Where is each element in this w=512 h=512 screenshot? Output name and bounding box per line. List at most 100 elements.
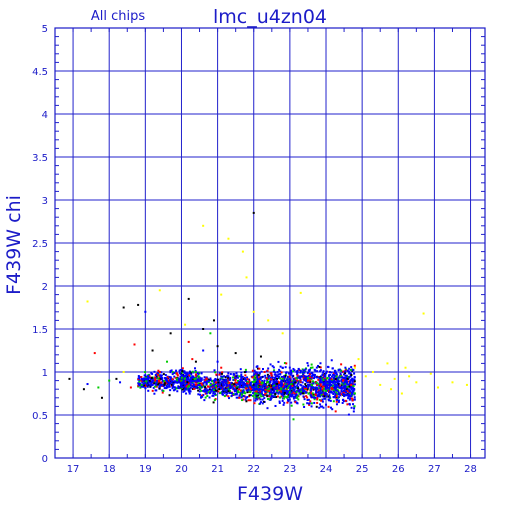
data-point xyxy=(246,389,249,392)
data-point xyxy=(316,388,319,391)
data-point xyxy=(303,371,306,374)
data-point xyxy=(272,382,275,385)
data-point xyxy=(283,385,286,388)
data-point xyxy=(270,395,273,398)
data-point xyxy=(180,385,183,388)
y-tick-label: 1.5 xyxy=(32,325,48,336)
data-point xyxy=(272,384,275,387)
data-point xyxy=(165,387,168,390)
data-point xyxy=(226,388,229,391)
data-point xyxy=(202,393,205,396)
data-point xyxy=(239,368,242,371)
data-point xyxy=(257,379,260,382)
data-point xyxy=(237,379,240,382)
data-point xyxy=(166,379,169,382)
data-point xyxy=(263,389,266,392)
data-point xyxy=(304,383,307,386)
data-point xyxy=(196,375,199,378)
data-point xyxy=(325,403,328,406)
data-point xyxy=(336,386,339,389)
data-point xyxy=(154,376,157,379)
data-point xyxy=(291,384,294,387)
data-point xyxy=(290,390,293,393)
data-point xyxy=(319,377,322,380)
data-point xyxy=(185,385,188,388)
data-point xyxy=(315,388,318,391)
data-point xyxy=(142,382,145,385)
data-point xyxy=(294,377,297,380)
data-point xyxy=(344,372,347,375)
data-point xyxy=(327,405,330,408)
data-point xyxy=(173,381,176,384)
data-point xyxy=(351,368,354,371)
data-point xyxy=(198,382,201,385)
data-point xyxy=(280,379,283,382)
data-point xyxy=(299,291,302,294)
data-point xyxy=(265,384,268,387)
data-point xyxy=(221,391,224,394)
data-point xyxy=(264,386,267,389)
data-point xyxy=(181,369,184,372)
data-point xyxy=(276,370,279,373)
data-point xyxy=(227,379,230,382)
data-point xyxy=(256,378,259,381)
data-point xyxy=(224,389,227,392)
data-point xyxy=(269,397,272,400)
y-tick-label: 0.5 xyxy=(32,411,48,422)
data-point xyxy=(171,373,174,376)
data-point xyxy=(197,373,200,376)
data-point xyxy=(302,385,305,388)
data-point xyxy=(272,378,275,381)
data-point xyxy=(290,382,293,385)
data-point xyxy=(217,382,220,385)
data-point xyxy=(140,377,143,380)
data-point xyxy=(158,375,161,378)
data-point xyxy=(311,380,314,383)
data-point xyxy=(337,393,340,396)
data-point xyxy=(217,378,220,381)
data-point xyxy=(225,378,228,381)
data-point xyxy=(261,402,264,405)
data-point xyxy=(93,352,96,355)
data-point xyxy=(319,362,322,365)
data-point xyxy=(344,378,347,381)
data-point xyxy=(228,381,231,384)
data-point xyxy=(280,390,283,393)
data-point xyxy=(247,381,250,384)
data-point xyxy=(343,386,346,389)
data-point xyxy=(211,384,214,387)
data-point xyxy=(320,393,323,396)
data-point xyxy=(277,373,280,376)
data-point xyxy=(346,389,349,392)
data-point xyxy=(334,389,337,392)
data-point xyxy=(193,387,196,390)
data-point xyxy=(145,380,148,383)
data-point xyxy=(227,237,230,240)
data-point xyxy=(282,376,285,379)
data-point xyxy=(270,378,273,381)
data-point xyxy=(327,366,330,369)
data-point xyxy=(293,385,296,388)
data-point xyxy=(186,372,189,375)
data-point xyxy=(150,377,153,380)
data-point xyxy=(302,403,305,406)
data-point xyxy=(202,224,205,227)
data-point xyxy=(191,380,194,383)
data-point xyxy=(238,375,241,378)
data-point xyxy=(214,393,217,396)
data-point xyxy=(241,381,244,384)
data-point xyxy=(227,390,230,393)
data-point xyxy=(282,387,285,390)
data-point xyxy=(344,374,347,377)
data-point xyxy=(204,379,207,382)
data-point xyxy=(287,381,290,384)
data-point xyxy=(212,394,215,397)
data-point xyxy=(337,369,340,372)
data-point xyxy=(281,366,284,369)
data-point xyxy=(319,383,322,386)
data-point xyxy=(228,383,231,386)
data-point xyxy=(251,376,254,379)
data-point xyxy=(152,386,155,389)
data-point xyxy=(238,396,241,399)
data-point xyxy=(334,381,337,384)
